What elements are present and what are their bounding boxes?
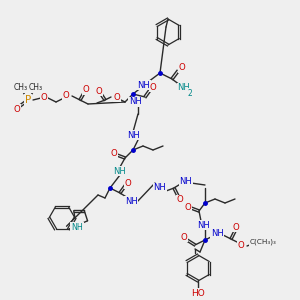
Text: CH₃: CH₃ xyxy=(29,83,43,92)
Text: CH₃: CH₃ xyxy=(14,83,28,92)
Text: P: P xyxy=(25,95,31,105)
Text: NH: NH xyxy=(71,223,83,232)
Text: NH: NH xyxy=(196,220,209,230)
Text: NH: NH xyxy=(211,230,224,238)
Text: O: O xyxy=(177,196,183,205)
Text: O: O xyxy=(238,242,244,250)
Text: NH: NH xyxy=(127,130,140,140)
Text: HO: HO xyxy=(191,289,205,298)
Text: O: O xyxy=(178,64,185,73)
Text: 2: 2 xyxy=(188,88,192,98)
Text: NH: NH xyxy=(129,98,141,106)
Text: O: O xyxy=(232,223,239,232)
Text: NH: NH xyxy=(180,176,192,185)
Text: O: O xyxy=(150,82,156,91)
Text: O: O xyxy=(181,232,188,242)
Text: O: O xyxy=(124,179,131,188)
Text: O: O xyxy=(111,149,117,158)
Text: O: O xyxy=(114,92,120,101)
Text: NH: NH xyxy=(138,80,150,89)
Text: NH: NH xyxy=(154,184,166,193)
Text: NH: NH xyxy=(178,83,190,92)
Text: O: O xyxy=(40,94,47,103)
Text: C(CH₃)₃: C(CH₃)₃ xyxy=(250,239,276,245)
Text: O: O xyxy=(96,86,102,95)
Text: O: O xyxy=(82,85,89,94)
Text: O: O xyxy=(184,202,191,211)
Text: NH: NH xyxy=(124,196,137,206)
Text: O: O xyxy=(14,104,20,113)
Text: NH: NH xyxy=(114,167,126,176)
Text: O: O xyxy=(63,92,69,100)
